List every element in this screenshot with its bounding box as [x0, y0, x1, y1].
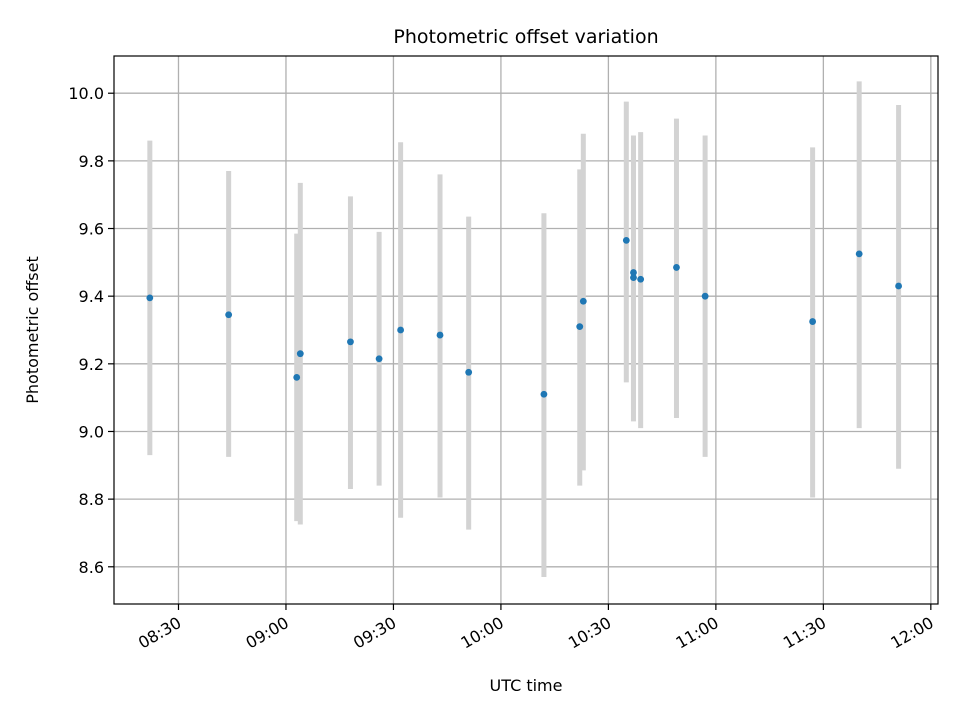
- y-axis-label: Photometric offset: [23, 256, 42, 404]
- x-axis-label: UTC time: [490, 676, 563, 695]
- y-tick-label: 8.6: [79, 558, 104, 577]
- y-tick-label: 9.2: [79, 355, 104, 374]
- data-point: [146, 294, 154, 302]
- data-point: [630, 274, 637, 281]
- data-point: [397, 326, 405, 334]
- data-point: [637, 275, 645, 283]
- data-point: [375, 355, 383, 363]
- data-point: [465, 368, 473, 376]
- data-point: [673, 264, 680, 271]
- data-point: [809, 318, 817, 325]
- y-tick-label: 9.0: [79, 422, 104, 441]
- data-point: [540, 390, 548, 398]
- data-point: [436, 331, 444, 339]
- data-point: [630, 269, 637, 276]
- y-tick-label: 9.8: [79, 152, 104, 171]
- data-point: [622, 236, 630, 244]
- chart-title: Photometric offset variation: [393, 26, 658, 48]
- y-tick-label: 9.4: [79, 287, 104, 306]
- data-point: [347, 338, 354, 346]
- data-point: [701, 292, 709, 300]
- data-points: [146, 236, 902, 398]
- data-point: [296, 350, 304, 358]
- data-point: [225, 311, 233, 319]
- plot-frame: [113, 55, 939, 605]
- grid: [114, 56, 938, 604]
- y-tick-label: 8.8: [79, 490, 104, 509]
- data-point: [855, 250, 863, 258]
- data-point: [293, 373, 301, 381]
- y-tick-label: 10.0: [68, 84, 104, 103]
- data-point: [576, 323, 584, 331]
- data-point: [895, 282, 902, 290]
- y-axis-ticks: 8.6 8.8 9.0 9.2 9.4 9.6 9.8 10.0: [68, 84, 114, 577]
- data-point: [579, 297, 587, 305]
- y-tick-label: 9.6: [79, 220, 104, 239]
